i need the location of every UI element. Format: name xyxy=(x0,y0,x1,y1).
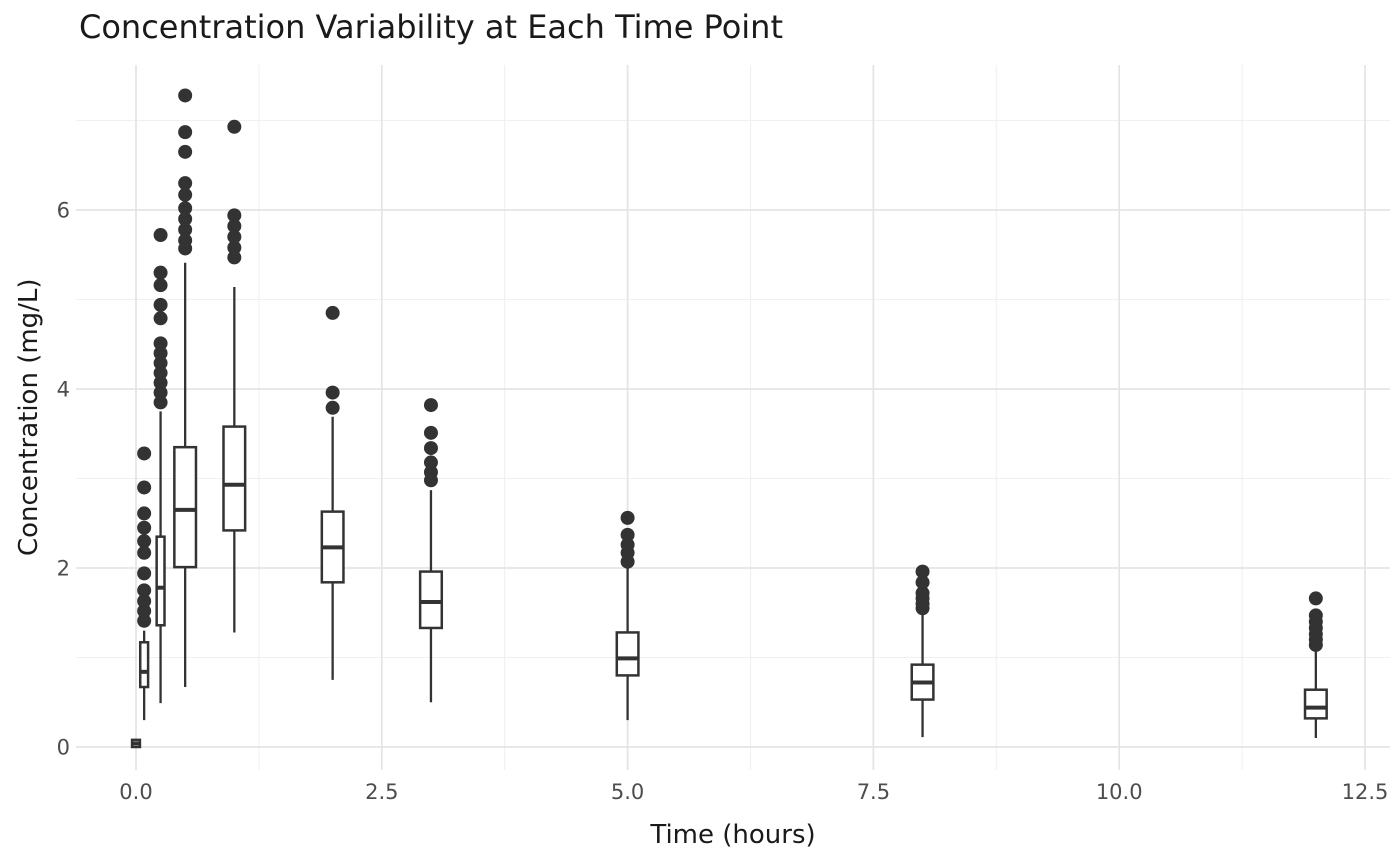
outlier-point xyxy=(227,208,242,223)
outlier-point xyxy=(227,219,242,234)
box-iqr xyxy=(138,641,150,689)
outlier-point xyxy=(178,211,193,226)
outlier-point xyxy=(137,446,152,461)
outlier-point xyxy=(178,176,193,191)
outlier-point xyxy=(227,119,242,134)
y-tick-label: 6 xyxy=(57,199,70,223)
x-tick-label: 12.5 xyxy=(1342,780,1389,804)
outlier-point xyxy=(178,201,193,216)
outlier-point xyxy=(178,125,193,140)
outlier-point xyxy=(153,365,168,380)
chart-title: Concentration Variability at Each Time P… xyxy=(79,8,783,46)
outlier-point xyxy=(423,455,438,470)
outlier-point xyxy=(137,520,152,535)
outlier-point xyxy=(423,425,438,440)
outlier-point xyxy=(137,613,152,628)
outlier-point xyxy=(153,228,168,243)
outlier-point xyxy=(137,583,152,598)
y-tick-label: 0 xyxy=(57,736,70,760)
outlier-point xyxy=(153,278,168,293)
box-iqr xyxy=(173,445,198,569)
outlier-point xyxy=(325,385,340,400)
box-iqr xyxy=(222,425,247,532)
outlier-point xyxy=(153,385,168,400)
outlier-point xyxy=(178,144,193,159)
box-iqr xyxy=(1303,688,1328,720)
x-tick-label: 0.0 xyxy=(119,780,152,804)
outlier-point xyxy=(137,603,152,618)
x-tick-label: 5.0 xyxy=(611,780,644,804)
outlier-point xyxy=(227,240,242,255)
outlier-point xyxy=(325,400,340,415)
x-tick-label: 2.5 xyxy=(365,780,398,804)
outlier-point xyxy=(153,356,168,371)
outlier-point xyxy=(137,545,152,560)
outlier-point xyxy=(915,575,930,590)
y-axis-title: Concentration (mg/L) xyxy=(14,278,44,557)
outlier-point xyxy=(153,395,168,410)
box-iqr xyxy=(615,631,640,677)
y-tick-label: 4 xyxy=(57,378,70,402)
outlier-point xyxy=(137,534,152,549)
outlier-point xyxy=(178,222,193,237)
outlier-point xyxy=(423,441,438,456)
outlier-point xyxy=(620,537,635,552)
outlier-point xyxy=(1308,591,1323,606)
outlier-point xyxy=(915,586,930,601)
outlier-point xyxy=(227,229,242,244)
outlier-point xyxy=(1308,608,1323,623)
outlier-point xyxy=(178,233,193,248)
outlier-point xyxy=(137,566,152,581)
outlier-point xyxy=(325,305,340,320)
outlier-point xyxy=(137,594,152,609)
outlier-point xyxy=(178,88,193,103)
x-axis-title: Time (hours) xyxy=(650,820,816,850)
outlier-point xyxy=(620,527,635,542)
outlier-point xyxy=(915,564,930,579)
outlier-point xyxy=(423,398,438,413)
x-tick-label: 10.0 xyxy=(1096,780,1143,804)
outlier-point xyxy=(178,187,193,202)
outlier-point xyxy=(137,506,152,521)
outlier-point xyxy=(137,480,152,495)
outlier-point xyxy=(153,297,168,312)
box-iqr xyxy=(418,570,444,630)
outlier-point xyxy=(227,250,242,265)
y-tick-label: 2 xyxy=(57,557,70,581)
outlier-point xyxy=(153,336,168,351)
outlier-point xyxy=(153,375,168,390)
outlier-point xyxy=(620,510,635,525)
x-tick-label: 7.5 xyxy=(857,780,890,804)
box-iqr xyxy=(155,535,166,627)
outlier-point xyxy=(153,311,168,326)
outlier-point xyxy=(423,465,438,480)
outlier-point xyxy=(153,265,168,280)
outlier-point xyxy=(153,346,168,361)
